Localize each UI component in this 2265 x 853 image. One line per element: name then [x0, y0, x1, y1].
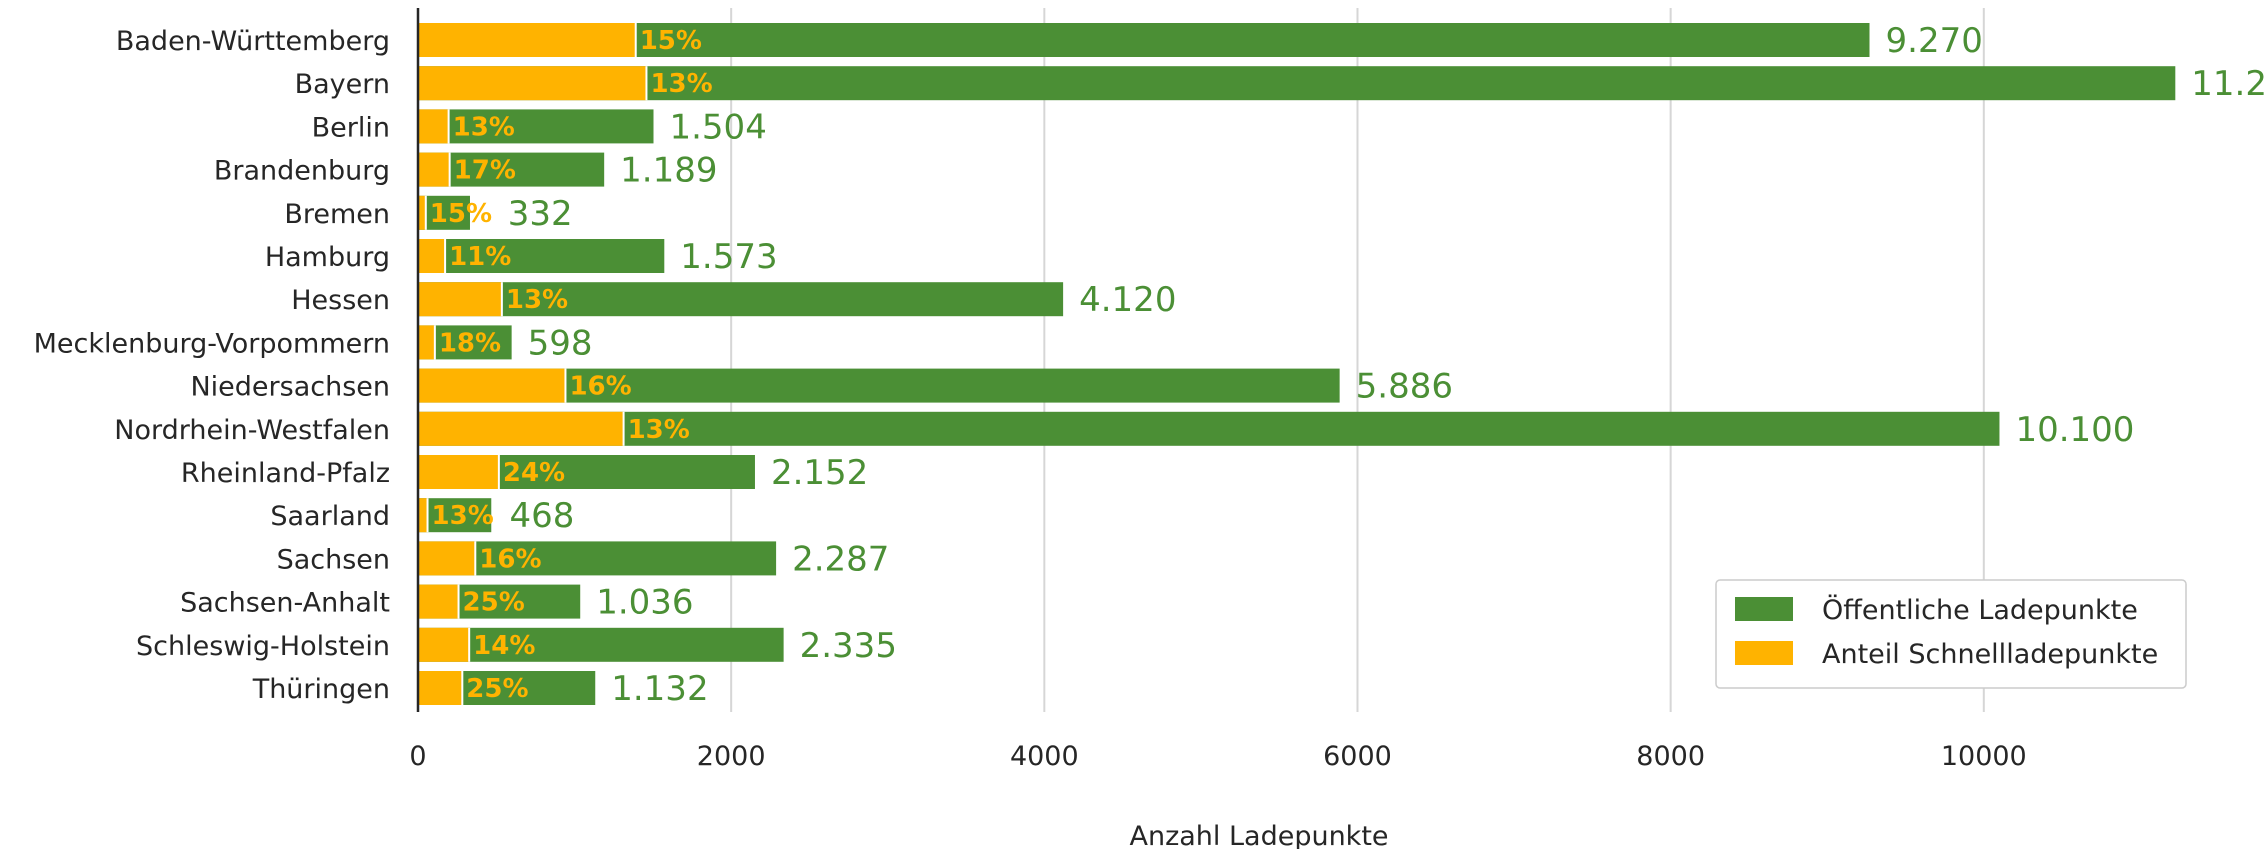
- x-tick-label: 6000: [1323, 741, 1392, 772]
- x-axis-title: Anzahl Ladepunkte: [1129, 821, 1388, 849]
- data-labels: 15% 9.270 13% 11.223 13% 1.504 17% 1.189 15% 332 1…: [430, 21, 2265, 709]
- value-label: 468: [510, 496, 575, 536]
- x-tick-label: 4000: [1010, 741, 1079, 772]
- percent-label: 13%: [628, 415, 690, 445]
- bar-oeffentliche: [418, 498, 492, 533]
- bar-schnellladepunkte: [418, 152, 450, 187]
- bar-schnellladepunkte: [418, 411, 624, 446]
- bar-schnellladepunkte: [418, 584, 459, 619]
- percent-label: 11%: [449, 242, 511, 272]
- value-label: 1.132: [611, 669, 708, 709]
- grid-lines: [730, 8, 1985, 712]
- value-label: 9.270: [1886, 21, 1983, 61]
- category-label: Niedersachsen: [190, 372, 390, 403]
- percent-label: 25%: [466, 674, 528, 704]
- legend-swatch-oeffentliche: [1735, 597, 1793, 621]
- category-label: Schleswig-Holstein: [136, 631, 390, 662]
- legend-swatch-schnell: [1735, 641, 1793, 665]
- bar-schnellladepunkte: [418, 498, 428, 533]
- bar-schnellladepunkte: [418, 368, 566, 403]
- bar-schnellladepunkte: [418, 627, 470, 662]
- value-label: 5.886: [1356, 367, 1453, 407]
- category-label: Rheinland-Pfalz: [181, 458, 390, 489]
- value-label: 1.504: [669, 107, 766, 147]
- legend-label-oeffentliche: Öffentliche Ladepunkte: [1822, 594, 2138, 626]
- percent-label: 14%: [473, 631, 535, 661]
- category-label: Saarland: [270, 501, 390, 532]
- percent-label: 13%: [453, 112, 515, 142]
- category-label: Bremen: [284, 199, 390, 230]
- x-tick-label: 10000: [1941, 741, 2027, 772]
- legend-label-schnell: Anteil Schnellladepunkte: [1822, 639, 2158, 670]
- percent-label: 15%: [640, 26, 702, 56]
- bar-schnellladepunkte: [418, 325, 435, 360]
- value-label: 1.573: [680, 237, 777, 277]
- legend: Öffentliche Ladepunkte Anteil Schnelllad…: [1715, 579, 2187, 689]
- percent-label: 16%: [479, 544, 541, 574]
- bar-schnellladepunkte: [418, 66, 647, 101]
- percent-label: 13%: [650, 69, 712, 99]
- percent-label: 15%: [430, 199, 492, 229]
- bar-schnellladepunkte: [418, 23, 636, 57]
- value-label: 10.100: [2015, 410, 2134, 450]
- category-label: Nordrhein-Westfalen: [114, 415, 390, 446]
- bar-oeffentliche: [418, 23, 1870, 57]
- category-label: Mecklenburg-Vorpommern: [34, 328, 390, 359]
- bar-schnellladepunkte: [418, 109, 449, 144]
- bar-oeffentliche: [418, 541, 777, 576]
- percent-label: 25%: [463, 588, 525, 618]
- bar-oeffentliche: [418, 66, 2176, 101]
- value-label: 1.189: [620, 151, 717, 191]
- category-label: Hamburg: [265, 242, 390, 273]
- bar-schnellladepunkte: [418, 282, 502, 317]
- category-label: Bayern: [295, 69, 390, 100]
- percent-label: 13%: [506, 285, 568, 315]
- x-tick-label: 0: [409, 741, 426, 772]
- category-label: Brandenburg: [214, 156, 390, 187]
- bar-schnellladepunkte: [418, 541, 476, 576]
- bar-oeffentliche: [418, 239, 665, 273]
- bar-oeffentliche: [418, 627, 784, 662]
- bar-schnellladepunkte: [418, 455, 499, 489]
- category-label: Sachsen-Anhalt: [180, 588, 390, 619]
- bar-oeffentliche: [418, 411, 2000, 446]
- bar-oeffentliche: [418, 368, 1340, 403]
- category-label: Berlin: [312, 112, 390, 143]
- legend-box: [1715, 579, 2187, 689]
- bar-schnellladepunkte: [418, 239, 446, 273]
- bar-oeffentliche: [418, 109, 654, 144]
- x-tick-label: 8000: [1636, 741, 1705, 772]
- value-label: 11.223: [2191, 64, 2265, 104]
- x-tick-label: 2000: [697, 741, 766, 772]
- percent-label: 24%: [503, 458, 565, 488]
- bar-schnellladepunkte: [418, 195, 426, 230]
- value-label: 598: [528, 323, 593, 363]
- value-label: 1.036: [596, 583, 693, 623]
- percent-label: 16%: [569, 372, 631, 402]
- percent-label: 18%: [439, 328, 501, 358]
- value-label: 2.152: [771, 453, 868, 493]
- category-label: Sachsen: [277, 544, 390, 575]
- value-label: 4.120: [1079, 280, 1176, 320]
- value-label: 332: [508, 194, 573, 234]
- percent-label: 13%: [432, 501, 494, 531]
- value-label: 2.335: [800, 626, 897, 666]
- percent-label: 17%: [454, 156, 516, 186]
- bar-schnellladepunkte: [418, 671, 463, 705]
- category-label: Baden-Württemberg: [116, 26, 390, 57]
- category-label: Hessen: [291, 285, 390, 316]
- bar-oeffentliche: [418, 282, 1064, 317]
- value-label: 2.287: [792, 539, 889, 579]
- axes: 0 2000 4000 6000 8000 10000 Baden-Württemberg B…: [34, 8, 2027, 772]
- category-label: Thüringen: [252, 674, 390, 705]
- bars: [418, 23, 2176, 705]
